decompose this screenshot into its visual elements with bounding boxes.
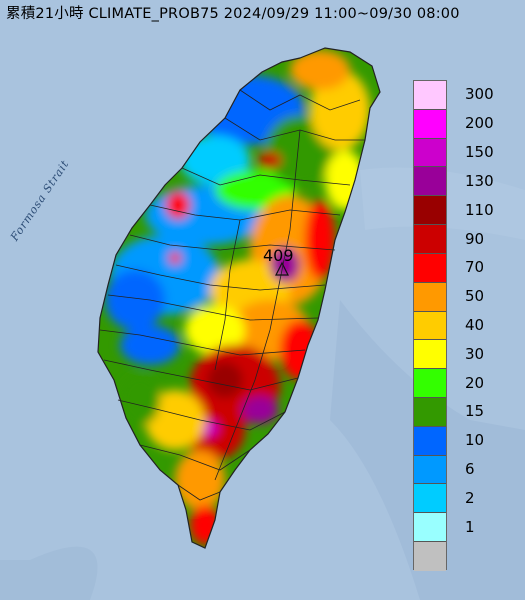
legend-label: 10 xyxy=(465,431,485,450)
legend-swatch xyxy=(414,340,446,370)
legend-swatch xyxy=(414,484,446,514)
legend-swatch xyxy=(414,455,446,485)
county-boundaries xyxy=(99,89,365,501)
legend-label: 70 xyxy=(465,258,485,277)
legend-swatch xyxy=(414,109,446,139)
legend-swatch xyxy=(414,513,446,542)
legend-label: 200 xyxy=(465,114,494,133)
legend-swatch xyxy=(414,253,446,283)
legend-swatch xyxy=(414,81,446,110)
legend-swatch xyxy=(414,282,446,312)
legend-label: 1 xyxy=(465,517,475,536)
legend-label: 300 xyxy=(465,85,494,104)
color-legend xyxy=(413,80,447,571)
legend-label: 20 xyxy=(465,373,485,392)
legend-swatch xyxy=(414,369,446,398)
legend-label: 50 xyxy=(465,287,485,306)
legend-label: 15 xyxy=(465,402,485,421)
legend-label: 110 xyxy=(465,200,494,219)
legend-label: 6 xyxy=(465,460,475,479)
legend-label: 40 xyxy=(465,316,485,334)
legend-label: 30 xyxy=(465,344,485,363)
legend-swatch xyxy=(414,167,446,197)
peak-value-label: 409 xyxy=(263,246,294,265)
legend-swatch xyxy=(414,196,446,226)
legend-label: 90 xyxy=(465,229,485,248)
legend-swatch xyxy=(414,542,446,571)
legend-swatch xyxy=(414,311,446,341)
legend-label: 150 xyxy=(465,143,494,162)
legend-label: 2 xyxy=(465,488,475,507)
legend-label: 130 xyxy=(465,171,494,190)
legend-swatch xyxy=(414,225,446,254)
map-title: 累積21小時 CLIMATE_PROB75 2024/09/29 11:00~0… xyxy=(6,6,460,22)
legend-swatch xyxy=(414,426,446,456)
peak-triangle-icon xyxy=(275,261,289,276)
island-coastline xyxy=(97,47,381,549)
legend-swatch xyxy=(414,397,446,427)
legend-swatch xyxy=(414,138,446,168)
